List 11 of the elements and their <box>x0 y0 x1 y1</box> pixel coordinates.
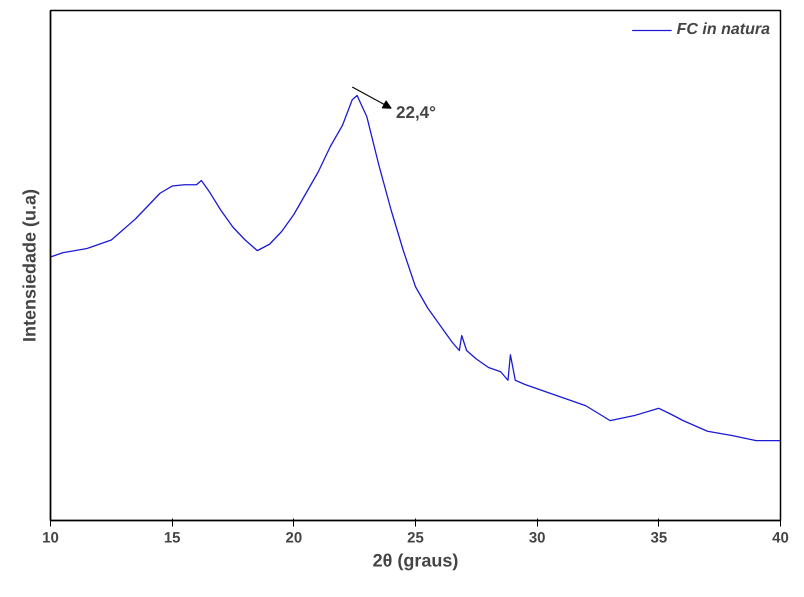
x-tick-label: 40 <box>772 530 789 546</box>
x-tick-label: 15 <box>164 530 181 546</box>
x-axis-title: 2θ (graus) <box>372 550 458 570</box>
x-tick-label: 35 <box>650 530 668 546</box>
x-tick-label: 30 <box>528 530 546 546</box>
x-tick-label: 10 <box>42 530 59 546</box>
x-tick-label: 20 <box>285 530 302 546</box>
annotation: 22,4° <box>396 103 436 122</box>
legend-label: FC in natura <box>676 21 770 39</box>
x-tick-label: 25 <box>407 530 424 546</box>
y-axis-title: Intensiedade (u.a) <box>20 188 40 342</box>
